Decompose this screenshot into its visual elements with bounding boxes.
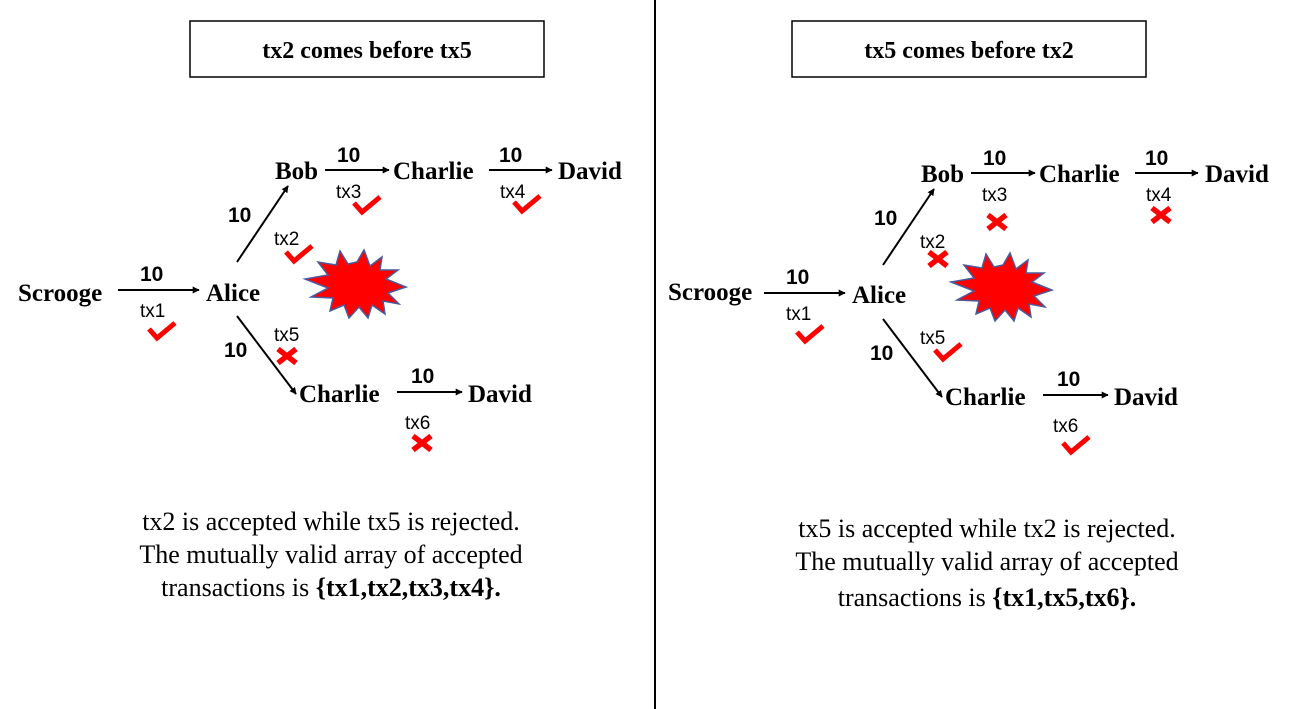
right-tx6-check-icon <box>1061 435 1091 456</box>
right-status-tx5 <box>933 342 963 363</box>
left-caption-line2: The mutually valid array of accepted <box>139 540 522 569</box>
right-amount-tx3: 10 <box>983 147 1006 170</box>
left-status-tx5 <box>276 346 298 366</box>
right-tx1-check-icon <box>795 324 825 345</box>
left-node-bob: Bob <box>275 158 318 185</box>
left-amount-tx3: 10 <box>337 144 360 167</box>
left-caption-line3-prefix: transactions is <box>161 573 316 602</box>
right-status-tx3 <box>986 212 1008 232</box>
right-status-tx6 <box>1061 435 1091 456</box>
left-caption-accepted-set: {tx1,tx2,tx3,tx4} <box>316 573 495 602</box>
left-caption-line3-suffix: . <box>494 573 501 602</box>
right-caption-line1: tx5 is accepted while tx2 is rejected. <box>798 514 1176 543</box>
right-caption-accepted-set: {tx1,tx5,tx6} <box>992 583 1129 612</box>
left-node-charlie-top: Charlie <box>393 158 474 185</box>
right-node-alice: Alice <box>852 282 906 309</box>
right-amount-tx5: 10 <box>870 342 893 365</box>
left-title-box <box>189 20 545 78</box>
left-tx5-cross-icon <box>276 346 298 366</box>
right-caption-line3-prefix: transactions is <box>838 583 993 612</box>
right-node-david-bottom: David <box>1114 384 1178 411</box>
left-status-tx3 <box>352 195 382 216</box>
left-label-tx1: tx1 <box>140 301 165 322</box>
right-node-charlie-top: Charlie <box>1039 161 1120 188</box>
left-tx4-check-icon <box>512 194 542 215</box>
left-amount-tx6: 10 <box>411 365 434 388</box>
left-conflict-burst-icon <box>302 248 409 320</box>
left-edge-tx5 <box>236 315 297 395</box>
right-label-tx3: tx3 <box>982 185 1007 206</box>
right-label-tx1: tx1 <box>786 304 811 325</box>
left-label-tx5: tx5 <box>274 325 299 346</box>
right-title: tx5 comes before tx2 <box>864 38 1073 64</box>
right-conflict-burst-icon <box>948 251 1055 323</box>
right-tx5-check-icon <box>933 342 963 363</box>
right-amount-tx4: 10 <box>1145 147 1168 170</box>
left-status-tx6 <box>411 433 433 453</box>
right-tx3-cross-icon <box>986 212 1008 232</box>
left-amount-tx2: 10 <box>228 204 251 227</box>
left-title: tx2 comes before tx5 <box>262 38 471 64</box>
right-amount-tx6: 10 <box>1057 368 1080 391</box>
right-caption-line3: transactions is {tx1,tx5,tx6}. <box>838 583 1137 612</box>
right-status-tx4 <box>1150 205 1172 225</box>
right-caption-line3-suffix: . <box>1130 583 1137 612</box>
left-amount-tx1: 10 <box>140 263 163 286</box>
right-tx2-cross-icon <box>927 249 949 269</box>
left-node-david-top: David <box>558 158 622 185</box>
left-status-tx4 <box>512 194 542 215</box>
left-label-tx2: tx2 <box>274 229 299 250</box>
right-node-scrooge: Scrooge <box>668 279 752 306</box>
left-caption-line1: tx2 is accepted while tx5 is rejected. <box>142 507 520 536</box>
right-amount-tx2: 10 <box>874 207 897 230</box>
right-label-tx4: tx4 <box>1146 185 1172 206</box>
left-tx2-check-icon <box>284 244 314 265</box>
right-node-bob: Bob <box>921 161 964 188</box>
left-label-tx4: tx4 <box>500 182 526 203</box>
right-caption-line2: The mutually valid array of accepted <box>795 547 1178 576</box>
right-label-tx5: tx5 <box>920 328 945 349</box>
left-node-david-bottom: David <box>468 381 532 408</box>
left-amount-tx4: 10 <box>499 144 522 167</box>
right-status-tx2 <box>927 249 949 269</box>
left-status-tx1 <box>147 321 177 342</box>
left-tx1-check-icon <box>147 321 177 342</box>
right-node-charlie-bottom: Charlie <box>945 384 1026 411</box>
left-edge-tx2 <box>236 185 289 263</box>
left-label-tx3: tx3 <box>336 182 361 203</box>
right-label-tx2: tx2 <box>920 232 945 253</box>
left-node-charlie-bottom: Charlie <box>299 381 380 408</box>
right-edge-tx2 <box>882 188 935 266</box>
right-node-david-top: David <box>1205 161 1269 188</box>
right-title-box <box>791 20 1147 78</box>
right-panel: tx5 comes before tx2 Scrooge Alice Bob C… <box>668 20 1269 612</box>
right-label-tx6: tx6 <box>1053 416 1078 437</box>
right-amount-tx1: 10 <box>786 266 809 289</box>
left-panel: tx2 comes before tx5 Scrooge Alice Bob C… <box>18 20 622 602</box>
right-status-tx1 <box>795 324 825 345</box>
left-amount-tx5: 10 <box>224 339 247 362</box>
right-edge-tx5 <box>882 318 943 398</box>
left-label-tx6: tx6 <box>405 413 430 434</box>
left-tx3-check-icon <box>352 195 382 216</box>
left-status-tx2 <box>284 244 314 265</box>
left-node-alice: Alice <box>206 280 260 307</box>
left-node-scrooge: Scrooge <box>18 280 102 307</box>
right-tx4-cross-icon <box>1150 205 1172 225</box>
left-caption-line3: transactions is {tx1,tx2,tx3,tx4}. <box>161 573 501 602</box>
left-tx6-cross-icon <box>411 433 433 453</box>
